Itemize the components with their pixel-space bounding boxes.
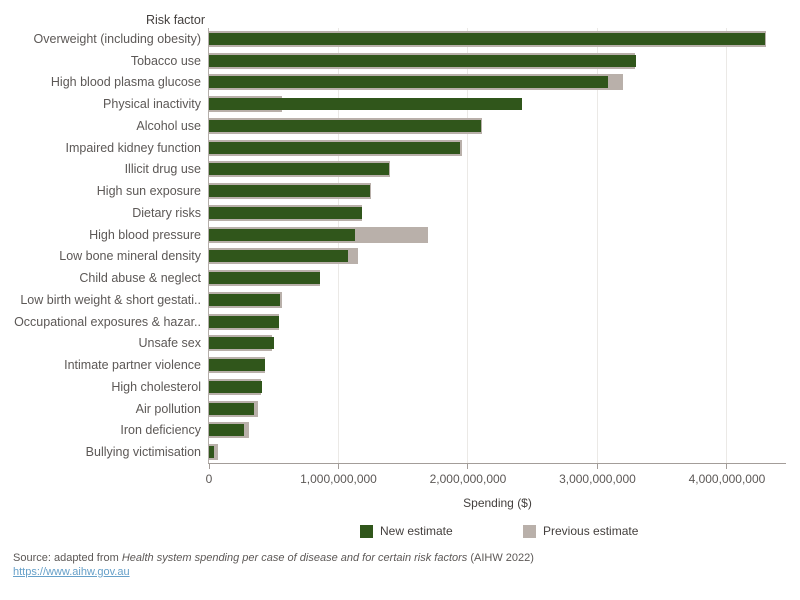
x-tick-label: 2,000,000,000 <box>429 472 507 486</box>
x-tick-mark <box>208 464 210 469</box>
category-label[interactable]: Child abuse & neglect <box>79 271 201 286</box>
legend-label-new-estimate: New estimate <box>380 524 453 538</box>
bar-new-estimate[interactable] <box>209 54 637 67</box>
source-title-italic: Health system spending per case of disea… <box>121 552 468 564</box>
bar-new-estimate[interactable] <box>209 424 244 437</box>
x-tick-label: 1,000,000,000 <box>300 472 377 486</box>
category-label[interactable]: Physical inactivity <box>103 97 201 112</box>
legend-swatch-new-estimate-icon <box>360 524 373 538</box>
category-label[interactable]: High blood plasma glucose <box>50 75 201 90</box>
gridline <box>726 28 728 463</box>
bar-new-estimate[interactable] <box>209 228 356 241</box>
y-axis-line <box>208 28 209 463</box>
gridline <box>596 28 598 463</box>
category-label[interactable]: Low birth weight & short gestati.. <box>20 292 201 307</box>
category-label[interactable]: Air pollution <box>135 401 201 416</box>
x-tick-label: 4,000,000,000 <box>688 472 766 486</box>
bar-new-estimate[interactable] <box>209 272 321 285</box>
x-tick-mark <box>467 464 469 469</box>
category-axis-header: Risk factor <box>145 13 205 27</box>
category-label[interactable]: Unsafe sex <box>138 336 201 351</box>
category-label[interactable]: Impaired kidney function <box>65 140 202 155</box>
category-label[interactable]: Overweight (including obesity) <box>33 31 201 46</box>
x-tick-mark <box>726 464 728 469</box>
legend-item-previous-estimate[interactable]: Previous estimate <box>523 521 638 541</box>
source-link[interactable]: https://www.aihw.gov.au <box>13 566 130 578</box>
bar-new-estimate[interactable] <box>209 402 255 415</box>
category-label[interactable]: High blood pressure <box>89 227 201 242</box>
bar-new-estimate[interactable] <box>209 380 263 393</box>
bar-new-estimate[interactable] <box>209 76 608 89</box>
bar-new-estimate[interactable] <box>209 119 481 132</box>
category-label[interactable]: Alcohol use <box>136 118 201 133</box>
bar-new-estimate[interactable] <box>209 185 370 198</box>
bar-new-estimate[interactable] <box>209 359 265 372</box>
gridline <box>337 28 339 463</box>
category-label[interactable]: High sun exposure <box>96 184 201 199</box>
bar-new-estimate[interactable] <box>209 315 279 328</box>
category-label[interactable]: Iron deficiency <box>120 423 201 438</box>
plot-area <box>209 28 786 463</box>
category-label[interactable]: Tobacco use <box>130 53 201 68</box>
x-tick-label: 3,000,000,000 <box>559 472 636 486</box>
bar-new-estimate[interactable] <box>209 293 281 306</box>
bar-new-estimate[interactable] <box>209 206 362 219</box>
category-label[interactable]: Dietary risks <box>132 205 201 220</box>
category-label[interactable]: Occupational exposures & hazar.. <box>14 314 201 329</box>
x-tick-mark <box>337 464 339 469</box>
legend-swatch-previous-estimate-icon <box>523 524 536 538</box>
category-label[interactable]: High cholesterol <box>111 379 201 394</box>
x-axis-title: Spending ($) <box>463 496 532 510</box>
source-suffix: (AIHW 2022) <box>467 552 534 564</box>
gridline <box>467 28 469 463</box>
category-label[interactable]: Bullying victimisation <box>85 445 201 460</box>
category-label-column: Overweight (including obesity) Tobacco us… <box>0 28 201 463</box>
bar-new-estimate[interactable] <box>209 141 461 154</box>
bar-new-estimate[interactable] <box>209 163 389 176</box>
category-label[interactable]: Illicit drug use <box>124 162 201 177</box>
source-prefix: Source: adapted from <box>13 552 122 564</box>
x-tick-mark <box>596 464 598 469</box>
x-axis-line <box>208 463 786 464</box>
category-label[interactable]: Low bone mineral density <box>59 249 201 264</box>
x-tick-label: 0 <box>205 472 213 486</box>
bar-new-estimate[interactable] <box>209 98 523 111</box>
legend: New estimate Previous estimate <box>0 521 800 541</box>
source-caption: Source: adapted from Health system spend… <box>13 551 783 565</box>
category-label[interactable]: Intimate partner violence <box>64 358 201 373</box>
bar-new-estimate[interactable] <box>209 337 274 350</box>
bar-new-estimate[interactable] <box>209 250 348 263</box>
bar-new-estimate[interactable] <box>209 446 215 459</box>
legend-item-new-estimate[interactable]: New estimate <box>360 521 453 541</box>
legend-label-previous-estimate: Previous estimate <box>543 524 639 538</box>
bar-new-estimate[interactable] <box>209 32 765 45</box>
